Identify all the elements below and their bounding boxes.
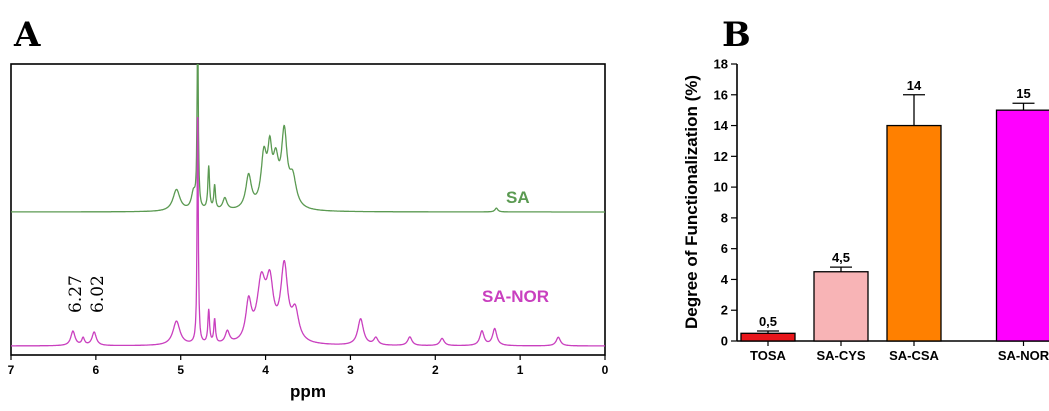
y-tick-label: 18 <box>714 57 728 72</box>
category-label-sa-nor: SA-NOR <box>998 348 1049 363</box>
series-label-sa-nor: SA-NOR <box>482 287 549 306</box>
x-tick-label: 2 <box>432 363 439 377</box>
bar-sa-cys <box>813 271 869 342</box>
y-tick-label: 8 <box>721 210 728 225</box>
y-tick-label: 16 <box>714 87 728 102</box>
spectrum-line-sa-nor <box>11 117 605 347</box>
bar-value-label-sa-cys: 4,5 <box>832 250 850 265</box>
x-tick-label: 1 <box>517 363 524 377</box>
category-label-sa-cys: SA-CYS <box>816 348 865 363</box>
peak-annotation-602: 6.02 <box>88 275 108 313</box>
spectrum-frame <box>10 63 606 356</box>
peak-annotation-627: 6.27 <box>66 275 86 313</box>
bar-tosa <box>740 332 796 342</box>
y-tick-label: 6 <box>721 241 728 256</box>
x-tick-label: 6 <box>93 363 100 377</box>
series-label-sa: SA <box>506 188 530 207</box>
panel-label-b: B <box>722 15 751 55</box>
panel-label-a: A <box>13 15 41 55</box>
bar-sa-csa <box>886 124 942 342</box>
category-label-sa-csa: SA-CSA <box>889 348 939 363</box>
x-tick-label: 5 <box>177 363 184 377</box>
x-tick-label: 0 <box>602 363 609 377</box>
x-tick-label: 7 <box>8 363 15 377</box>
y-axis-ticks: 0 2 4 6 8 10 12 14 16 18 <box>714 57 737 349</box>
y-tick-label: 0 <box>721 334 728 349</box>
y-axis-title: Degree of Functionalization (%) <box>682 75 701 329</box>
y-tick-label: 4 <box>721 272 729 287</box>
y-tick-label: 14 <box>714 118 729 133</box>
y-tick-label: 10 <box>714 180 728 195</box>
bar-sa-nor <box>995 109 1049 342</box>
bar-value-label-tosa: 0,5 <box>759 314 777 329</box>
category-label-tosa: TOSA <box>750 348 786 363</box>
x-tick-label: 3 <box>347 363 354 377</box>
y-tick-label: 12 <box>714 149 728 164</box>
x-tick-label: 4 <box>262 363 269 377</box>
y-tick-label: 2 <box>721 303 728 318</box>
x-axis-ticks: 7 6 5 4 3 2 1 0 <box>8 355 609 377</box>
bar-group: 0,5 TOSA 4,5 SA-CYS 14 SA-CSA 15 SA-NOR <box>740 78 1049 363</box>
bar-value-label-sa-nor: 15 <box>1016 86 1030 101</box>
spectrum-line-sa <box>11 64 605 213</box>
bar-value-label-sa-csa: 14 <box>907 78 922 93</box>
x-axis-title: ppm <box>290 382 326 401</box>
